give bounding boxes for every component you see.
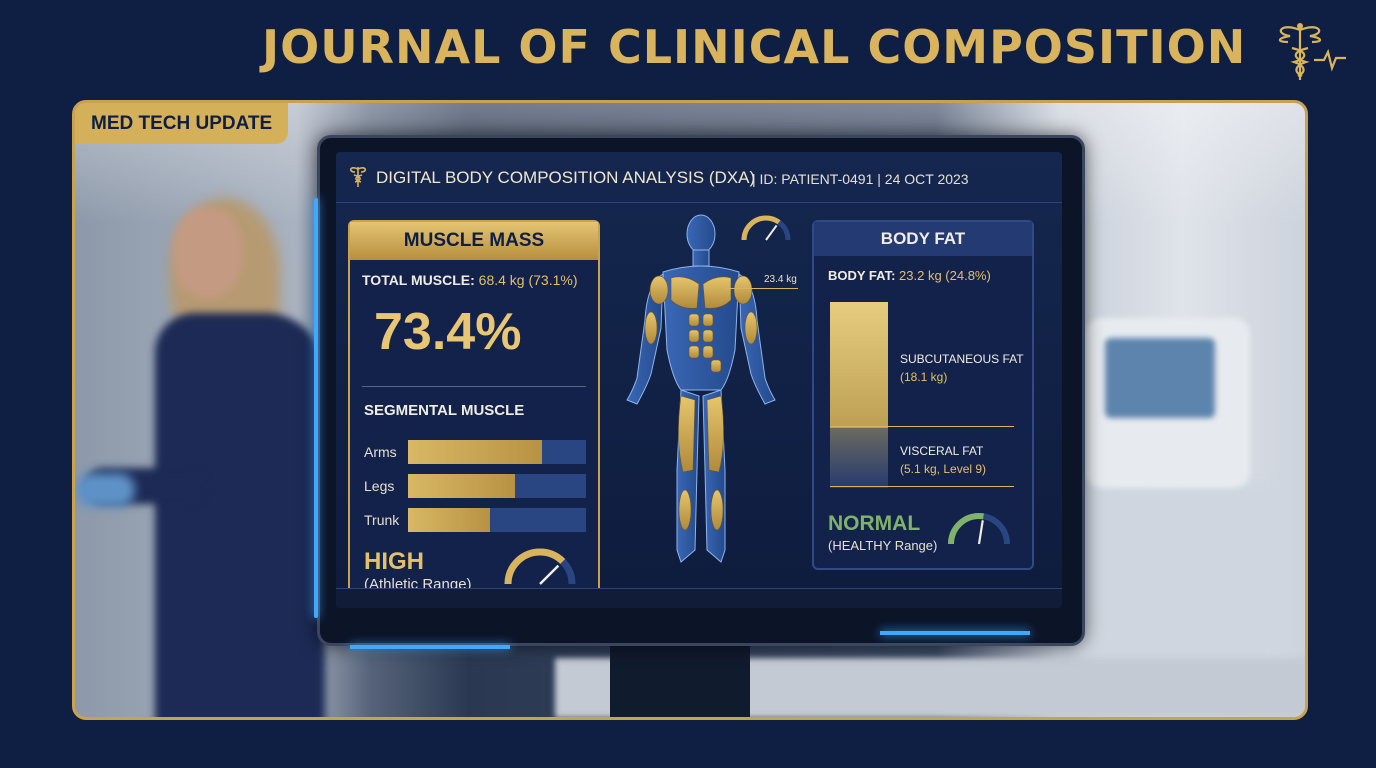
segmental-title: SEGMENTAL MUSCLE — [364, 402, 525, 419]
total-muscle-label: TOTAL MUSCLE: — [362, 272, 475, 288]
segment-fill-trunk — [408, 508, 490, 532]
segment-label-trunk: Trunk — [364, 512, 400, 528]
segment-bar-trunk — [408, 508, 586, 532]
muscle-status: HIGH — [364, 548, 424, 575]
body-figure-icon — [626, 214, 776, 563]
body-fat-label: BODY FAT: — [828, 268, 896, 283]
background-monitor-screen — [1105, 338, 1215, 418]
segment-bar-legs — [408, 474, 586, 498]
figure-callout: 23.4 kg — [764, 274, 797, 285]
segment-label-legs: Legs — [364, 478, 395, 494]
clinician-head — [173, 208, 243, 298]
subcutaneous-fat-value: (18.1 kg) — [900, 370, 948, 384]
total-muscle: TOTAL MUSCLE: 68.4 kg (73.1%) — [362, 272, 578, 288]
gauge-icon — [504, 548, 576, 585]
monitor-glow-bottom — [350, 645, 510, 649]
muscle-mass-heading: MUSCLE MASS — [350, 222, 598, 260]
divider — [362, 386, 586, 387]
body-fat-total: BODY FAT: 23.2 kg (24.8%) — [828, 268, 991, 283]
monitor-glow-bottom-right — [880, 631, 1030, 635]
figure-callout-line — [726, 288, 798, 289]
dxa-monitor: DIGITAL BODY COMPOSITION ANALYSIS (DXA) … — [314, 135, 1085, 649]
fat-status: NORMAL — [828, 512, 921, 535]
muscle-percentage: 73.4% — [374, 303, 522, 361]
gauge-icon — [741, 215, 791, 241]
subcutaneous-fat-label: SUBCUTANEOUS FAT — [900, 352, 1024, 366]
total-muscle-value: 68.4 kg (73.1%) — [478, 272, 578, 288]
segment-label-arms: Arms — [364, 444, 397, 460]
screen-header: DIGITAL BODY COMPOSITION ANALYSIS (DXA) … — [336, 152, 1062, 203]
clinician-body — [155, 313, 325, 717]
body-fat-heading: BODY FAT — [814, 222, 1032, 256]
gauge-icon — [948, 513, 1010, 545]
screen-title: DIGITAL BODY COMPOSITION ANALYSIS (DXA) — [376, 168, 756, 187]
screen-footer — [336, 588, 1062, 608]
monitor-stand — [610, 643, 750, 717]
visceral-fat-value: (5.1 kg, Level 9) — [900, 462, 987, 476]
monitor-glow — [314, 198, 318, 618]
fat-divider — [830, 426, 1014, 427]
segment-fill-legs — [408, 474, 515, 498]
segment-fill-arms — [408, 440, 542, 464]
visceral-fat-bar — [830, 428, 888, 488]
monitor-screen: DIGITAL BODY COMPOSITION ANALYSIS (DXA) … — [336, 152, 1062, 608]
fat-divider-bottom — [830, 486, 1014, 487]
body-fat-value: 23.2 kg (24.8%) — [899, 268, 991, 283]
muscle-mass-panel: MUSCLE MASS TOTAL MUSCLE: 68.4 kg (73.1%… — [348, 220, 600, 598]
body-fat-panel: BODY FAT BODY FAT: 23.2 kg (24.8%) SUBCU… — [812, 220, 1034, 570]
med-tech-badge: MED TECH UPDATE — [75, 103, 289, 144]
visceral-fat-label: VISCERAL FAT — [900, 444, 984, 458]
article-image-frame: MED TECH UPDATE DIGITAL BODY COMPOSITION… — [72, 100, 1308, 720]
patient-meta: | ID: PATIENT-0491 | 24 OCT 2023 — [752, 171, 969, 187]
caduceus-icon — [1278, 23, 1346, 80]
fat-range: (HEALTHY Range) — [828, 538, 938, 553]
clinician-glove — [75, 473, 135, 507]
segment-bar-arms — [408, 440, 586, 464]
journal-title: JOURNAL OF CLINICAL COMPOSITION — [262, 20, 1247, 74]
caduceus-icon — [349, 166, 367, 187]
